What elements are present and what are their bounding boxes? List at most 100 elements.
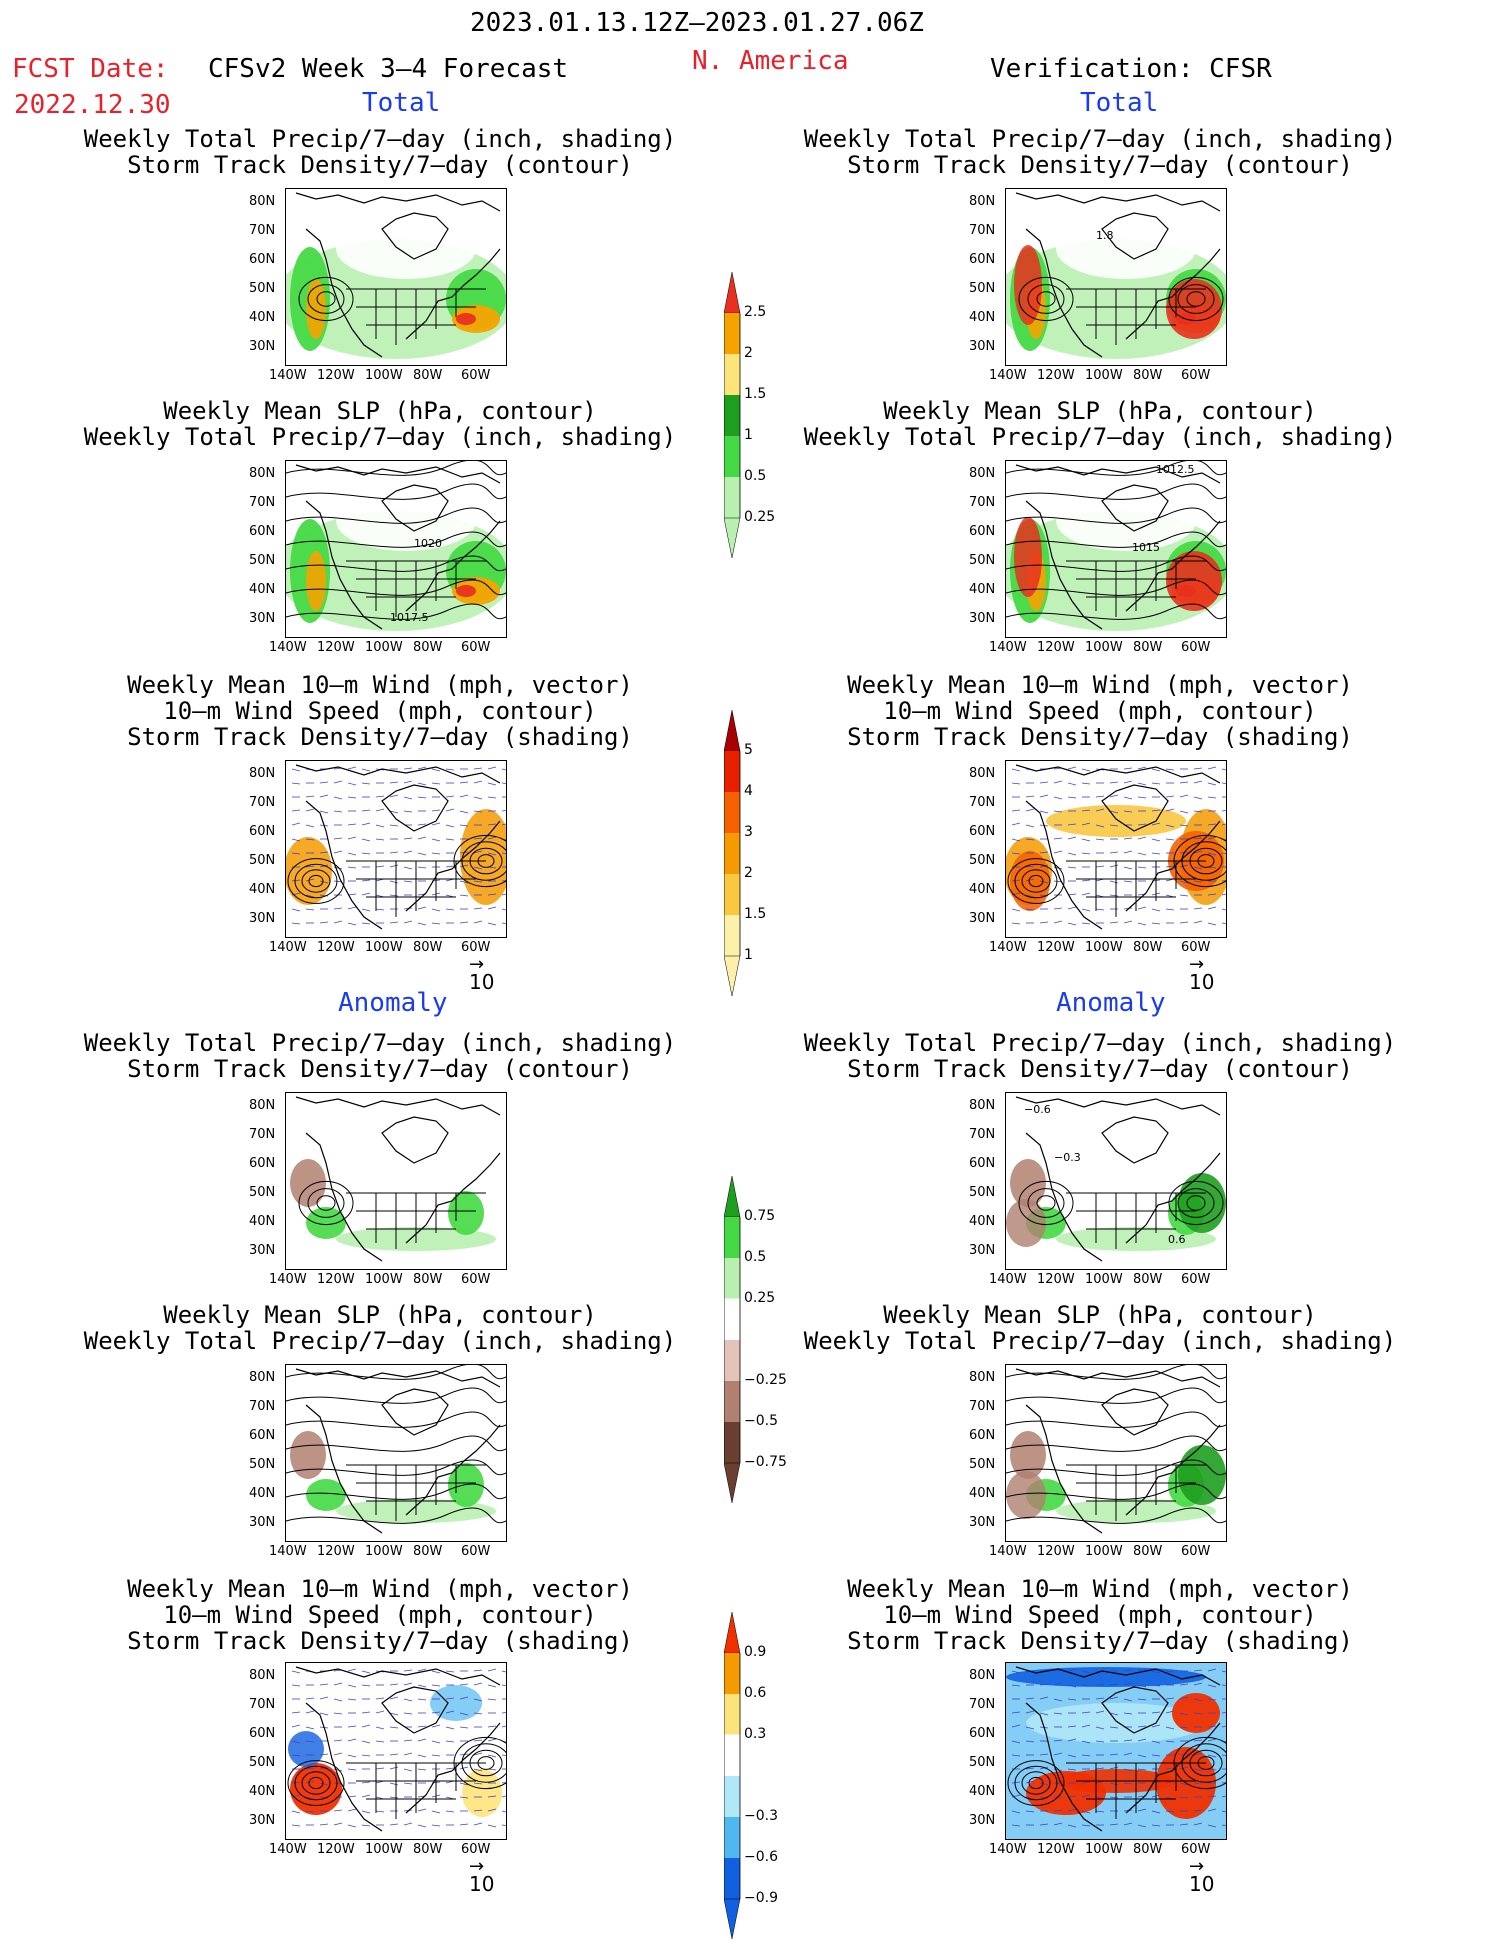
lon-tick-label: 100W [1085,1272,1123,1287]
lon-tick-label: 100W [365,940,403,955]
lon-tick-label: 140W [269,940,307,955]
lat-tick-label: 60N [249,524,276,539]
map-svg [1006,1365,1226,1534]
lat-tick-label: 70N [249,1399,276,1414]
contour-label: 1015 [1132,541,1160,554]
panel-title-line: Weekly Mean 10–m Wind (mph, vector) [847,1575,1353,1603]
forecast-map [285,760,507,938]
lon-tick-label: 60W [1181,640,1211,655]
lat-tick-label: 50N [249,553,276,568]
lon-tick-label: 140W [989,368,1027,383]
forecast-map [285,1092,507,1270]
colorbar-tick-label: 0.3 [744,1726,767,1742]
panel-title-line: Storm Track Density/7–day (shading) [847,723,1353,751]
section-total-right: Total [1080,88,1159,118]
colorbar-segment [724,1612,741,1654]
panel-title-line: Weekly Total Precip/7–day (inch, shading… [803,423,1397,451]
panel-title-line: Weekly Mean SLP (hPa, contour) [883,1301,1317,1329]
map-svg: 1012.5 1015 [1006,461,1226,631]
colorbar-segment [724,1653,740,1694]
colorbar-segment [724,1340,740,1381]
contour-label: 1.8 [1096,229,1114,242]
map-svg: −0.6 −0.3 0.6 [1006,1096,1226,1262]
colorbar-segment [724,517,741,559]
lon-tick-label: 80W [1133,640,1163,655]
lon-tick-label: 140W [269,368,307,383]
colorbar-tick-label: 4 [744,783,753,799]
map-svg [286,1365,506,1534]
fcst-date-label: FCST Date: [12,54,169,84]
lat-tick-label: 50N [969,1185,996,1200]
lon-tick-label: 140W [269,1544,307,1559]
colorbar-segment [724,1734,741,1777]
lat-tick-label: 70N [969,223,996,238]
colorbar-tick-label: 3 [744,824,753,840]
lon-tick-label: 80W [413,940,443,955]
lat-tick-label: 50N [249,1755,276,1770]
lat-tick-label: 40N [969,582,996,597]
model-title: CFSv2 Week 3–4 Forecast [208,54,569,84]
panel-title-line: 10–m Wind Speed (mph, contour) [163,697,597,725]
lat-tick-label: 50N [249,281,276,296]
panel-title-line: Weekly Mean 10–m Wind (mph, vector) [127,671,633,699]
map-svg: 1020 1017.5 [286,461,506,631]
lon-tick-label: 100W [1085,640,1123,655]
vector-reference: → 10 [469,1856,495,1897]
colorbar-tick-label: 1.5 [744,906,767,922]
colorbar-segment [724,1258,740,1299]
forecast-map: 1020 1017.5 [285,460,507,638]
contour-label: −0.3 [1054,1151,1081,1164]
panel-title-line: Storm Track Density/7–day (shading) [127,1627,633,1655]
lat-tick-label: 80N [249,1370,276,1385]
vector-reference-value: 10 [1189,1872,1215,1896]
lat-tick-label: 30N [969,339,996,354]
lon-tick-label: 120W [1037,640,1075,655]
region-title: N. America [692,46,849,76]
lon-tick-label: 120W [317,1544,355,1559]
colorbar-segment [724,1217,740,1258]
colorbar-precip_total [724,272,741,559]
lat-tick-label: 60N [249,1726,276,1741]
lon-tick-label: 80W [413,368,443,383]
lat-tick-label: 40N [969,310,996,325]
lat-tick-label: 80N [969,766,996,781]
lon-tick-label: 120W [1037,940,1075,955]
colorbar-segment [724,833,740,874]
lon-tick-label: 100W [1085,368,1123,383]
lat-tick-label: 30N [969,1515,996,1530]
lon-tick-label: 60W [1181,368,1211,383]
colorbar-segment [724,1858,740,1899]
lon-tick-label: 80W [1133,1272,1163,1287]
lon-tick-label: 140W [989,1272,1027,1287]
colorbar-tick-label: 2 [744,865,753,881]
contour-label: 1017.5 [390,611,429,624]
lat-tick-label: 80N [249,466,276,481]
section-anomaly-left: Anomaly [338,988,448,1018]
lat-tick-label: 40N [249,1784,276,1799]
map-svg [286,192,506,359]
lat-tick-label: 50N [969,1755,996,1770]
panel-title-line: Storm Track Density/7–day (contour) [127,1055,633,1083]
lat-tick-label: 60N [249,824,276,839]
lat-tick-label: 30N [969,911,996,926]
lat-tick-label: 40N [969,882,996,897]
vector-reference: → 10 [1189,1856,1215,1897]
panel-title-line: Storm Track Density/7–day (shading) [847,1627,1353,1655]
lat-tick-label: 80N [249,1098,276,1113]
lon-tick-label: 100W [1085,940,1123,955]
lat-tick-label: 30N [249,1515,276,1530]
colorbar-tick-label: 0.5 [744,1249,767,1265]
colorbar-tick-label: 0.25 [744,509,776,525]
colorbar-tick-label: −0.6 [744,1849,778,1865]
panel-title-line: Weekly Total Precip/7–day (inch, shading… [83,1327,677,1355]
lat-tick-label: 70N [249,1697,276,1712]
forecast-map: 1012.5 1015 [1005,460,1227,638]
vector-reference-value: 10 [469,970,495,994]
lon-tick-label: 140W [989,1544,1027,1559]
lat-tick-label: 50N [969,553,996,568]
lon-tick-label: 140W [269,1272,307,1287]
lon-tick-label: 60W [461,1544,491,1559]
lon-tick-label: 60W [461,640,491,655]
lat-tick-label: 60N [969,1428,996,1443]
colorbar-tick-label: −0.75 [744,1454,787,1470]
